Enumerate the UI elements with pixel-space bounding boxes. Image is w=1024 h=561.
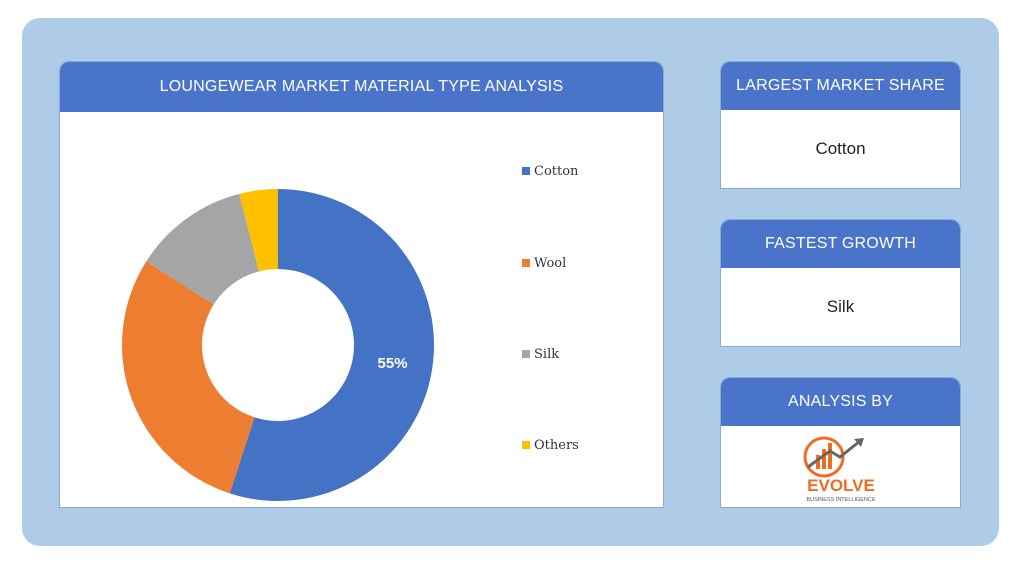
legend-label-silk: Silk — [534, 347, 559, 362]
donut-slice-cotton — [229, 189, 435, 501]
legend-swatch-wool — [522, 259, 530, 267]
legend-item-cotton: Cotton — [522, 164, 579, 179]
largest-share-title: LARGEST MARKET SHARE — [721, 62, 960, 110]
legend-swatch-silk — [522, 350, 530, 358]
chart-card-title: LOUNGEWEAR MARKET MATERIAL TYPE ANALYSIS — [60, 62, 663, 112]
analysis-by-title: ANALYSIS BY — [721, 378, 960, 426]
legend-label-wool: Wool — [534, 256, 566, 271]
legend-label-others: Others — [534, 438, 579, 453]
fastest-growth-value: Silk — [826, 297, 855, 316]
legend-swatch-cotton — [522, 167, 530, 175]
data-label-cotton: 55% — [378, 355, 408, 372]
donut-chart: 55% Cotton Wool Silk Others — [121, 164, 579, 501]
donut-slice-others — [239, 189, 278, 272]
fastest-growth-title: FASTEST GROWTH — [721, 220, 960, 268]
legend-item-wool: Wool — [522, 256, 566, 271]
analysis-by-card: ANALYSIS BY EVOLVE BUSINESS INTELLIGENCE — [720, 377, 961, 508]
logo-tagline: BUSINESS INTELLIGENCE — [806, 497, 875, 503]
legend-item-others: Others — [522, 438, 579, 453]
logo-wordmark: EVOLVE — [807, 476, 875, 495]
legend-swatch-others — [522, 441, 530, 449]
legend-item-silk: Silk — [522, 347, 559, 362]
legend-label-cotton: Cotton — [534, 164, 579, 179]
largest-market-share-card: LARGEST MARKET SHARE Cotton — [720, 61, 961, 189]
evolve-logo-icon: EVOLVE BUSINESS INTELLIGENCE — [803, 436, 875, 503]
donut-slice-wool — [121, 261, 255, 494]
fastest-growth-card: FASTEST GROWTH Silk — [720, 219, 961, 347]
donut-slice-silk — [146, 193, 260, 305]
largest-share-value: Cotton — [815, 139, 866, 158]
evolve-logo: EVOLVE BUSINESS INTELLIGENCE — [721, 426, 960, 507]
material-type-chart-card: LOUNGEWEAR MARKET MATERIAL TYPE ANALYSIS… — [59, 61, 664, 508]
